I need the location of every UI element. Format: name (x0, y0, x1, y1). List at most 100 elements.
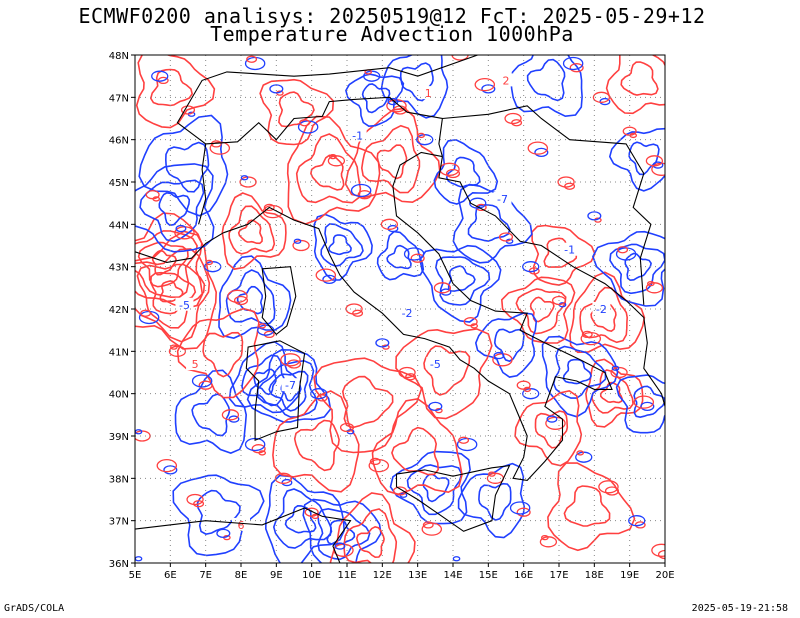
contour-fragment (634, 521, 646, 529)
contour-label: -5 (179, 299, 190, 312)
contour-fragment (428, 401, 443, 412)
contour-fragment (504, 112, 522, 125)
contour-fragment (598, 480, 619, 494)
coastline-corsica (261, 266, 297, 336)
positive-contour (514, 389, 583, 467)
negative-contour (246, 348, 332, 423)
positive-contour (376, 144, 408, 180)
positive-contour (529, 296, 555, 323)
contour-fragment (198, 380, 213, 390)
positive-contour (176, 307, 260, 399)
contour-label: -7 (285, 379, 296, 392)
positive-contour (221, 192, 287, 270)
negative-contour (361, 83, 391, 114)
positive-contour (531, 224, 596, 286)
negative-contour (609, 243, 665, 295)
negative-contour (236, 285, 264, 315)
contour-fragment (299, 119, 311, 127)
contour-fragment (286, 359, 302, 369)
contour-fragment (576, 450, 585, 456)
lat-tick-label: 41N (109, 347, 129, 358)
positive-contour (590, 302, 617, 332)
negative-contour (135, 163, 215, 253)
positive-contour (515, 288, 567, 335)
coastline-sardinia (245, 340, 306, 442)
negative-contour (608, 127, 665, 192)
contour-fragment (293, 238, 302, 244)
lat-tick-label: 45N (109, 178, 129, 189)
contour-fragment (546, 415, 558, 423)
negative-contour (345, 73, 405, 128)
contour-label-bg (186, 357, 205, 371)
positive-contour (295, 133, 362, 204)
lon-tick-label: 19E (620, 570, 639, 581)
contour-fragment (647, 280, 655, 287)
contour-fragment (440, 288, 452, 296)
contour-fragment (180, 105, 196, 115)
negative-contour (615, 374, 665, 434)
contour-fragment (580, 331, 602, 346)
contour-fragment (493, 351, 505, 360)
positive-contour (343, 508, 398, 563)
contour-fragment (452, 556, 461, 562)
lon-tick-label: 16E (514, 570, 533, 581)
contour-fragment (551, 295, 567, 306)
negative-contour (633, 385, 665, 419)
contour-fragment (375, 338, 390, 348)
contour-fragment (387, 97, 399, 106)
contour-label-bg (419, 86, 438, 100)
contour-fragment (369, 457, 381, 466)
negative-contour (526, 58, 566, 102)
contour-fragment (140, 309, 152, 317)
contour-fragment (528, 267, 540, 275)
negative-contour (317, 507, 371, 561)
positive-contour (137, 241, 189, 288)
contour-fragment (617, 246, 629, 254)
negative-contour (191, 393, 231, 437)
contour-fragment (216, 528, 231, 539)
coastline-france (135, 232, 224, 263)
contour-fragment (368, 458, 390, 473)
contour-fragment (422, 521, 434, 529)
positive-contour (159, 280, 184, 303)
border-italy-north (198, 96, 444, 225)
contour-fragment (380, 218, 399, 230)
negative-contour (467, 204, 511, 242)
positive-contour (135, 230, 198, 299)
positive-contour (237, 219, 263, 245)
lon-tick-label: 13E (408, 570, 427, 581)
contour-label-bg (398, 306, 417, 320)
positive-contour (228, 205, 276, 255)
positive-contour (500, 276, 576, 344)
footer-timestamp: 2025-05-19-21:58 (691, 603, 788, 614)
positive-contour (151, 249, 177, 276)
lon-tick-label: 10E (302, 570, 321, 581)
negative-contour (139, 179, 205, 243)
positive-contour (313, 357, 423, 454)
negative-contour (164, 141, 210, 193)
contour-fragment (469, 197, 487, 209)
contour-fragment (516, 380, 531, 390)
contour-fragment (357, 190, 372, 200)
negative-contour (445, 156, 481, 188)
negative-contour (328, 234, 352, 256)
negative-contour (478, 482, 512, 521)
negative-contour (433, 138, 499, 205)
lat-tick-label: 44N (109, 220, 129, 231)
positive-contour (391, 426, 440, 476)
negative-contour (592, 230, 665, 307)
contour-fragment (527, 141, 549, 155)
contour-fragment (263, 330, 275, 339)
title-line-2: Temperature Advection 1000hPa (210, 22, 574, 46)
contour-fragment (410, 253, 425, 263)
positive-contour (202, 331, 244, 378)
contour-field: -1-2-5-71256-1-2-5-7 (135, 55, 665, 563)
contour-label-bg (426, 357, 445, 371)
coastline-italy (223, 151, 613, 481)
contour-fragment (652, 161, 664, 169)
negative-contour (253, 368, 277, 396)
contour-fragment (304, 507, 319, 517)
contour-fragment (421, 522, 443, 536)
contour-fragment (263, 203, 275, 212)
lat-tick-label: 38N (109, 474, 129, 485)
